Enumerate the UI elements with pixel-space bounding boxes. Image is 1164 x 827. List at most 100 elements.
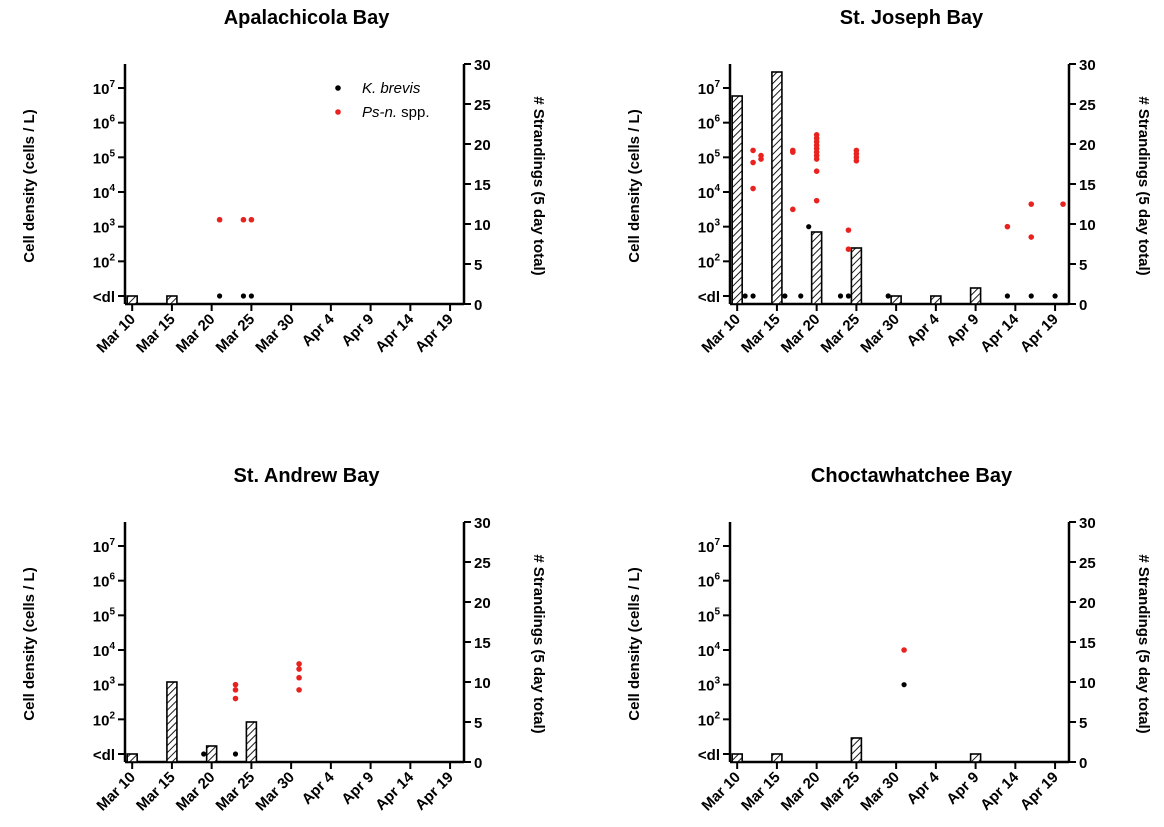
x-tick-label: Mar 10	[93, 769, 139, 815]
psn-point	[901, 647, 907, 653]
stranding-bar	[731, 753, 743, 763]
x-tick-label: Mar 25	[213, 769, 259, 815]
y-left-tick-label: 102	[698, 710, 721, 729]
x-tick-label: Apr 14	[372, 310, 417, 355]
y-right-tick-label: 25	[474, 97, 491, 114]
y-left-tick-label: 107	[698, 537, 721, 556]
y-left-tick-label: 104	[698, 183, 721, 202]
x-tick-label: Apr 14	[977, 310, 1022, 355]
x-tick-label: Apr 19	[1017, 769, 1062, 814]
x-tick-label: Mar 15	[738, 769, 784, 815]
x-tick-label: Mar 15	[133, 311, 179, 357]
y-right-tick-label: 10	[1079, 675, 1096, 692]
x-tick-label: Mar 30	[252, 311, 298, 357]
y-right-tick-label: 0	[474, 297, 482, 314]
y-right-tick-label: 25	[1079, 555, 1096, 572]
psn-point	[790, 147, 796, 154]
psn-point	[232, 687, 239, 693]
y-left-tick-label: 107	[93, 79, 116, 98]
y-left-tick-label: 104	[93, 183, 116, 202]
legend-label: Ps-n. spp.	[362, 104, 430, 121]
psn-point	[296, 661, 302, 667]
psn-point	[750, 159, 756, 166]
psn-point	[750, 147, 756, 154]
psn-point	[216, 216, 223, 223]
y-right-tick-label: 30	[1079, 57, 1096, 74]
psn-point	[845, 227, 852, 233]
legend: K. brevis Ps-n. spp.	[335, 80, 430, 121]
x-tick-label: Apr 14	[977, 768, 1022, 813]
y-right-tick-label: 0	[1079, 297, 1087, 314]
y-axis-right-label: # Strandings (5 day total)	[530, 96, 547, 275]
y-right-tick-label: 20	[1079, 595, 1096, 612]
y-left-tick-label: 106	[93, 572, 116, 591]
x-tick-label: Mar 30	[857, 311, 903, 357]
stranding-bar	[969, 287, 982, 305]
y-right-tick-label: 15	[1079, 177, 1096, 194]
stranding-bar	[126, 753, 138, 763]
y-right-tick-label: 20	[1079, 137, 1096, 154]
psn-point	[232, 695, 239, 702]
kbrevis-point	[750, 293, 756, 299]
y-axis-right-label: # Strandings (5 day total)	[1135, 96, 1152, 275]
y-left-tick-label: 106	[698, 114, 721, 133]
y-right-tick-label: 15	[474, 635, 491, 652]
y-left-tick-label: 103	[93, 218, 116, 237]
kbrevis-point	[845, 293, 852, 299]
x-tick-label: Apr 4	[904, 768, 944, 808]
y-left-tick-label: 103	[93, 676, 116, 695]
legend-marker	[335, 109, 341, 115]
kbrevis-point	[240, 293, 247, 299]
y-right-tick-label: 25	[474, 555, 491, 572]
y-right-tick-label: 15	[474, 177, 491, 194]
chart-title: St. Joseph Bay	[840, 7, 984, 29]
stranding-bar	[969, 753, 982, 763]
y-right-tick-label: 10	[1079, 217, 1096, 234]
y-right-tick-label: 5	[474, 715, 482, 732]
y-right-tick-label: 15	[1079, 635, 1096, 652]
y-right-tick-label: 10	[474, 675, 491, 692]
y-axis-left-label: Cell density (cells / L)	[626, 567, 643, 720]
stranding-bar	[890, 295, 902, 305]
chart-title: Choctawhatchee Bay	[811, 465, 1013, 487]
y-right-tick-label: 0	[1079, 755, 1087, 772]
kbrevis-point	[248, 293, 254, 299]
y-left-tick-label: 105	[698, 606, 721, 625]
stranding-bar	[810, 231, 823, 305]
x-tick-label: Mar 10	[93, 311, 139, 357]
kbrevis-point	[1004, 293, 1010, 299]
chart-panel-1: St. Joseph Bay Cell density (cells / L) # …	[626, 7, 1152, 356]
stranding-bar	[166, 681, 178, 763]
kbrevis-point	[217, 293, 223, 299]
psn-point	[845, 246, 852, 252]
y-axis-left-label: Cell density (cells / L)	[626, 109, 643, 262]
x-tick-label: Apr 19	[412, 311, 457, 356]
x-tick-label: Apr 14	[372, 768, 417, 813]
kbrevis-point	[806, 224, 812, 230]
y-left-tick-label: 104	[93, 641, 116, 660]
x-tick-label: Apr 19	[1017, 311, 1062, 356]
chart-title: Apalachicola Bay	[224, 7, 391, 29]
stranding-bar	[126, 295, 138, 305]
y-left-tick-label: 102	[93, 252, 116, 271]
y-right-tick-label: 30	[474, 515, 491, 532]
x-tick-label: Mar 10	[698, 311, 744, 357]
stranding-bar	[930, 295, 942, 305]
stranding-bar	[731, 95, 743, 305]
y-left-tick-label: 102	[698, 252, 721, 271]
psn-point	[1028, 234, 1035, 240]
y-left-tick-label: 103	[698, 218, 721, 237]
y-left-tick-label: <dl	[93, 747, 115, 764]
stranding-bar	[205, 745, 218, 763]
x-tick-label: Apr 19	[412, 769, 457, 814]
psn-point	[750, 185, 756, 192]
y-right-tick-label: 0	[474, 755, 482, 772]
psn-point	[758, 152, 764, 159]
x-tick-label: Mar 30	[857, 769, 903, 815]
kbrevis-point	[901, 682, 907, 688]
chart-panel-2: St. Andrew Bay Cell density (cells / L) # …	[21, 465, 547, 814]
y-left-tick-label: 103	[698, 676, 721, 695]
kbrevis-point	[201, 751, 207, 757]
kbrevis-point	[1028, 293, 1034, 299]
